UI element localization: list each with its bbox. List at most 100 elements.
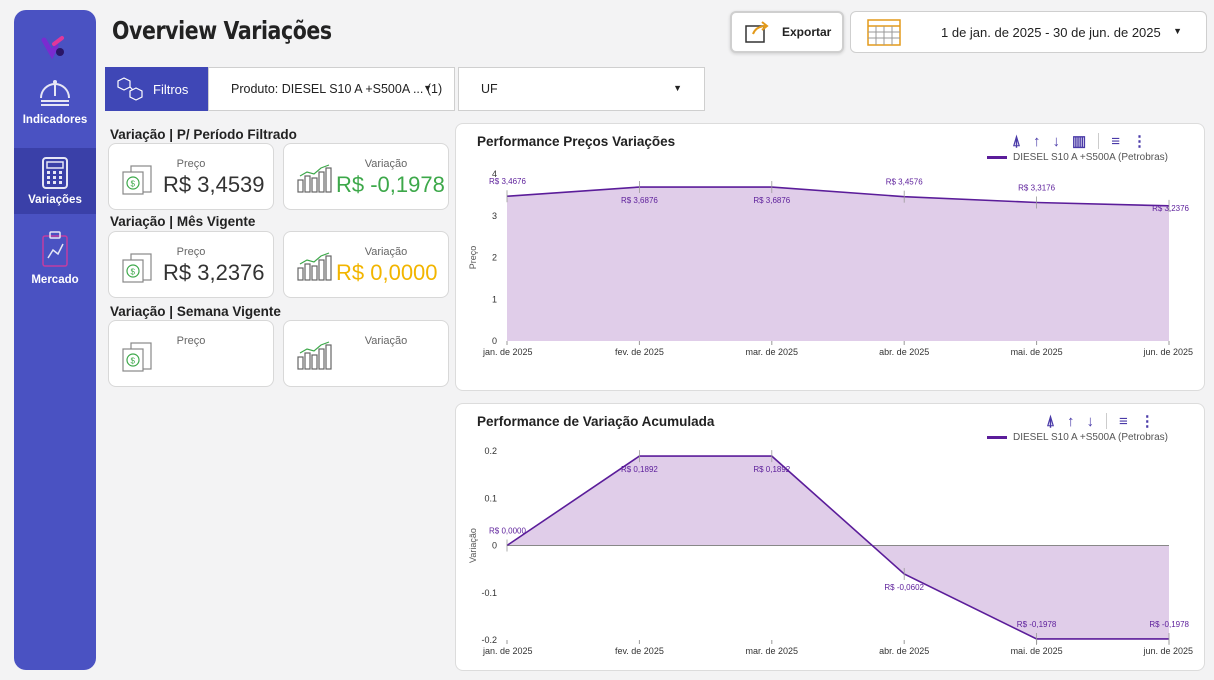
more-options-icon[interactable]: ⋮ — [1131, 133, 1147, 150]
chart-settings-icon[interactable]: ▥ — [1072, 133, 1087, 150]
variation-caption: Variação — [364, 335, 408, 347]
x-tick-label: jan. de 2025 — [482, 646, 533, 656]
brand-logo — [41, 36, 64, 60]
price-tag-icon: $ — [122, 253, 152, 283]
x-tick-label: mar. de 2025 — [746, 347, 799, 357]
variation-value: R$ -0,1978 — [336, 172, 445, 197]
data-label: R$ 3,4676 — [489, 177, 526, 186]
filters-label: Filtros — [153, 81, 189, 97]
chevron-down-icon: ▼ — [1173, 26, 1182, 36]
y-tick-label: 1 — [492, 294, 497, 304]
price-caption: Preço — [176, 246, 206, 258]
y-tick-label: 0 — [492, 541, 497, 551]
variation-chart-panel: Performance de Variação Acumulada ⍋ ↑ ↓ … — [455, 403, 1205, 671]
chart-legend: DIESEL S10 A +S500A (Petrobras) — [987, 152, 1168, 163]
variation-area-chart: -0.2 -0.1 0 0.1 0.2 Variação jan. de 2025 fev. … — [468, 446, 1193, 656]
y-tick-label: 0 — [492, 336, 497, 346]
sidebar-item-indicadores[interactable]: Indicadores — [14, 74, 96, 144]
filter-icon[interactable]: ≡ — [1111, 132, 1120, 150]
kpi-section-title: Variação | Mês Vigente — [110, 214, 256, 229]
variation-caption: Variação — [364, 246, 408, 258]
x-tick-label: fev. de 2025 — [615, 347, 664, 357]
toolbar-divider — [1106, 413, 1108, 429]
legend-swatch — [987, 436, 1007, 439]
area-fill — [507, 187, 1169, 341]
legend-swatch — [987, 156, 1007, 159]
sidebar-item-variacoes[interactable]: Variações — [14, 148, 96, 214]
price-card: $ Preço — [108, 320, 274, 387]
y-tick-label: -0.1 — [481, 588, 497, 598]
bar-chart-icon — [297, 164, 332, 193]
legend-label: DIESEL S10 A +S500A (Petrobras) — [1013, 152, 1168, 163]
drill-icon[interactable]: ⍋ — [1046, 412, 1056, 430]
y-axis-label: Variação — [468, 528, 478, 563]
y-tick-label: 0.1 — [484, 493, 497, 503]
filters-button[interactable]: Filtros — [105, 67, 208, 111]
price-area-chart: 0 1 2 3 4 Preço jan. de 2025 fev. de 2025 mar. d… — [468, 169, 1193, 357]
sidebar-item-mercado[interactable]: Mercado — [14, 230, 96, 302]
sidebar: Indicadores Variações Mercado — [14, 10, 96, 670]
y-tick-label: 3 — [492, 211, 497, 221]
produto-select-value: Produto: DIESEL S10 A +S500A ... (1) — [231, 82, 443, 96]
arrow-up-icon[interactable]: ↑ — [1067, 412, 1075, 430]
calendar-icon — [867, 19, 901, 46]
data-label: R$ -0,0602 — [884, 583, 924, 592]
data-label: R$ 0,1892 — [753, 465, 790, 474]
export-button[interactable]: Exportar — [730, 11, 844, 53]
chart-legend: DIESEL S10 A +S500A (Petrobras) — [987, 432, 1168, 443]
kpi-section-title: Variação | P/ Período Filtrado — [110, 127, 297, 142]
data-label: R$ -0,1978 — [1017, 620, 1057, 629]
price-caption: Preço — [176, 158, 206, 170]
x-tick-label: mai. de 2025 — [1011, 347, 1063, 357]
x-tick-label: jun. de 2025 — [1142, 646, 1193, 656]
arrow-up-icon[interactable]: ↑ — [1033, 132, 1041, 150]
svg-text:$: $ — [131, 357, 136, 366]
dashboard-gauge-icon — [40, 80, 70, 106]
arrow-down-icon[interactable]: ↓ — [1052, 132, 1061, 150]
data-label: R$ -0,1978 — [1149, 620, 1189, 629]
filter-nodes-icon — [117, 77, 143, 101]
x-tick-label: jan. de 2025 — [482, 347, 533, 357]
price-value: R$ 3,2376 — [163, 260, 265, 285]
data-label: R$ 3,4576 — [886, 178, 923, 187]
series-line — [506, 455, 1169, 640]
variation-card: Variação — [283, 320, 449, 387]
price-value: R$ 3,4539 — [163, 172, 265, 197]
data-label: R$ 0,1892 — [621, 465, 658, 474]
chevron-down-icon: ▼ — [423, 83, 432, 93]
produto-select[interactable]: Produto: DIESEL S10 A +S500A ... (1) ▼ — [208, 67, 455, 111]
filter-icon[interactable]: ≡ — [1119, 412, 1128, 430]
price-card: $ Preço R$ 3,2376 — [108, 231, 274, 298]
date-range-text: 1 de jan. de 2025 - 30 de jun. de 2025 — [941, 24, 1161, 40]
variation-card: Variação R$ -0,1978 — [283, 143, 449, 210]
date-range-picker[interactable]: 1 de jan. de 2025 - 30 de jun. de 2025 ▼ — [850, 11, 1207, 53]
clipboard-icon — [42, 231, 68, 267]
bar-chart-icon — [297, 341, 332, 370]
price-chart-panel: Performance Preços Variações ⍋ ↑ ↓ ▥ ≡ ⋮… — [455, 123, 1205, 391]
price-card: $ Preço R$ 3,4539 — [108, 143, 274, 210]
sidebar-item-label: Indicadores — [22, 114, 88, 126]
area-fill — [507, 456, 1169, 639]
uf-select[interactable]: UF ▼ — [458, 67, 705, 111]
variation-card: Variação R$ 0,0000 — [283, 231, 449, 298]
sidebar-item-label: Mercado — [31, 274, 79, 286]
price-tag-icon: $ — [122, 342, 152, 372]
price-tag-icon: $ — [122, 165, 152, 195]
svg-text:$: $ — [131, 268, 136, 277]
data-label: R$ 3,3176 — [1018, 183, 1055, 192]
chart-title: Performance Preços Variações — [477, 134, 676, 149]
bar-chart-icon — [297, 252, 332, 281]
chart-title: Performance de Variação Acumulada — [477, 414, 715, 429]
uf-select-value: UF — [481, 82, 498, 96]
x-tick-label: mai. de 2025 — [1011, 646, 1063, 656]
export-icon — [745, 21, 769, 43]
drill-icon[interactable]: ⍋ — [1012, 132, 1022, 150]
data-label: R$ 3,6876 — [753, 196, 790, 205]
x-tick-label: abr. de 2025 — [879, 646, 929, 656]
data-label: R$ 3,2376 — [1152, 204, 1189, 213]
data-label: R$ 3,6876 — [621, 196, 658, 205]
arrow-down-icon[interactable]: ↓ — [1086, 412, 1095, 430]
variation-caption: Variação — [364, 158, 408, 170]
more-options-icon[interactable]: ⋮ — [1139, 413, 1155, 430]
y-tick-label: 2 — [492, 253, 497, 263]
